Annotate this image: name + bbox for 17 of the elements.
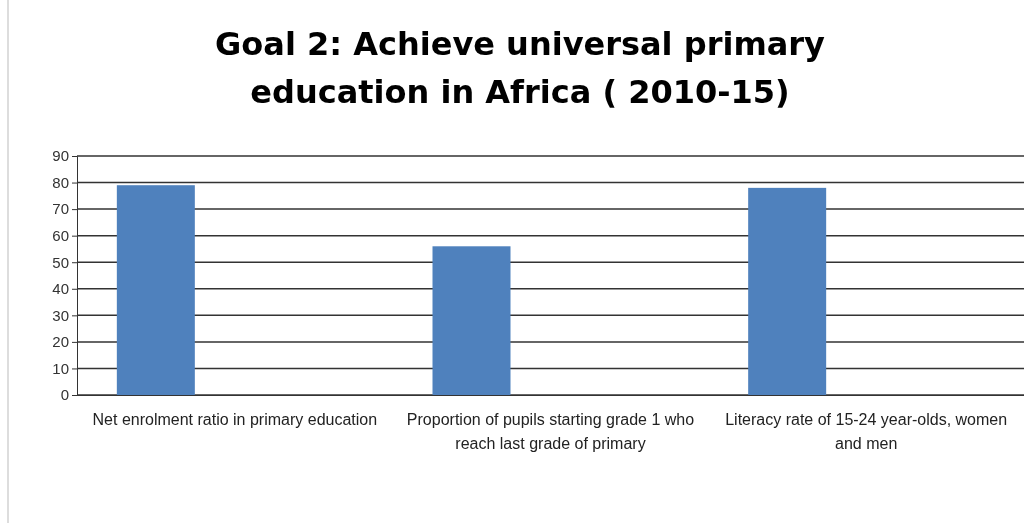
bar	[432, 246, 511, 395]
y-tick-label: 70	[52, 200, 69, 218]
y-tick-label: 60	[52, 226, 69, 244]
y-tick-label: 90	[52, 147, 69, 165]
x-tick-label: Net enrolment ratio in primary education	[92, 411, 378, 428]
y-tick-label: 20	[52, 333, 69, 351]
chart-title: Goal 2: Achieve universal primary education in Africa ( 2010-15)	[215, 25, 826, 111]
bar	[116, 185, 195, 395]
y-tick-label: 80	[52, 173, 69, 191]
x-tick-label: Proportion of pupils starting grade 1 who reach last grade of primary	[406, 411, 695, 452]
y-tick-label: 40	[52, 280, 69, 298]
y-tick-label: 50	[52, 253, 69, 271]
bar	[748, 187, 827, 395]
y-tick-label: 0	[60, 386, 69, 404]
y-tick-label: 10	[52, 359, 69, 377]
y-tick-label: 30	[52, 306, 69, 324]
x-tick-label: Literacy rate of 15-24 year-olds, women and men	[725, 411, 1008, 452]
